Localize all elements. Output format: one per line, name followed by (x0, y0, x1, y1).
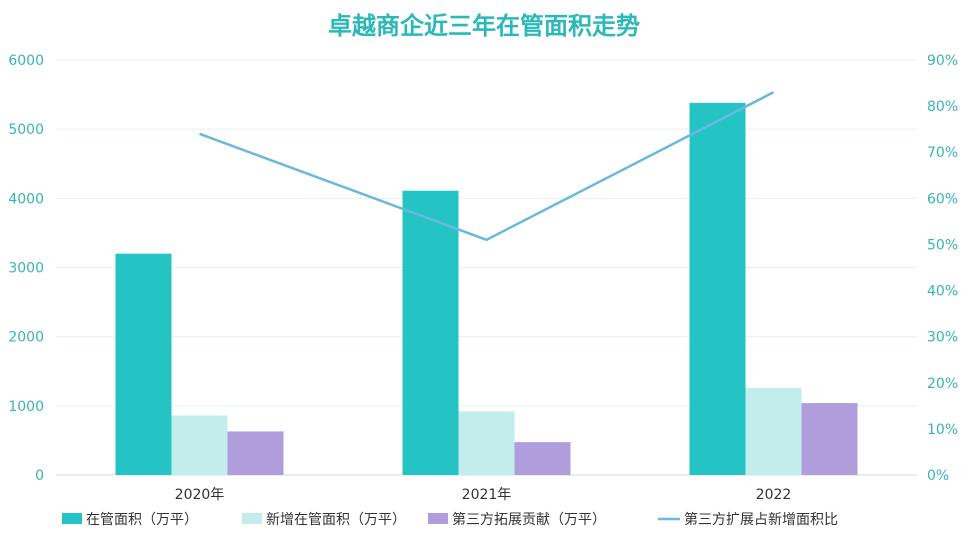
grid-layer (56, 59, 917, 476)
bar-series-1-cat-0 (171, 415, 228, 475)
y-right-tick-label: 60% (927, 191, 958, 207)
y-right-tick-label: 20% (927, 376, 958, 392)
y-right-tick-label: 90% (927, 53, 958, 69)
y-right-tick-label: 40% (927, 284, 958, 300)
x-axis: 2020年 2021年 2022 (175, 487, 792, 503)
legend-label: 第三方拓展贡献（万平） (452, 511, 606, 528)
y-left-tick-label: 5000 (8, 122, 44, 138)
legend: 在管面积（万平） 新增在管面积（万平） 第三方拓展贡献（万平） 第三方扩展占新增面积比 (62, 511, 838, 528)
y-left-tick-label: 6000 (8, 53, 44, 69)
line-layer (199, 91, 775, 242)
x-tick-label: 2020年 (175, 487, 225, 503)
y-right-tick-label: 30% (927, 330, 958, 346)
bar-series-2-cat-1 (514, 442, 571, 475)
legend-swatch (242, 513, 262, 524)
bar-series-0-cat-2 (689, 102, 746, 475)
y-left-tick-label: 4000 (8, 191, 44, 207)
y-right-tick-label: 0% (927, 468, 949, 484)
bar-series-2-cat-2 (801, 403, 858, 475)
x-tick-label: 2022 (756, 487, 792, 503)
left-axis: 0 1000 2000 3000 4000 5000 6000 (8, 53, 44, 484)
y-right-tick-label: 80% (927, 99, 958, 115)
legend-swatch (428, 513, 448, 524)
bar-series-0-cat-1 (402, 190, 459, 475)
bar-series-0-cat-0 (115, 253, 172, 475)
y-right-tick-label: 50% (927, 237, 958, 253)
legend-label: 新增在管面积（万平） (266, 512, 406, 528)
chart-title: 卓越商企近三年在管面积走势 (328, 12, 640, 40)
bars-layer (115, 102, 858, 475)
bar-series-1-cat-2 (745, 387, 802, 475)
y-left-tick-label: 2000 (8, 330, 44, 346)
legend-label: 第三方扩展占新增面积比 (684, 511, 838, 528)
right-axis: 0% 10% 20% 30% 40% 50% 60% 70% 80% 90% (927, 53, 958, 484)
legend-swatch (62, 513, 82, 524)
bar-series-1-cat-1 (458, 411, 515, 475)
bar-series-2-cat-0 (227, 431, 284, 475)
y-left-tick-label: 3000 (8, 261, 44, 277)
y-left-tick-label: 1000 (8, 399, 44, 415)
legend-label: 在管面积（万平） (86, 512, 198, 528)
y-right-tick-label: 10% (927, 422, 958, 438)
y-left-tick-label: 0 (35, 468, 44, 484)
line-series-3 (199, 91, 775, 242)
y-right-tick-label: 70% (927, 145, 958, 161)
x-tick-label: 2021年 (462, 487, 512, 503)
